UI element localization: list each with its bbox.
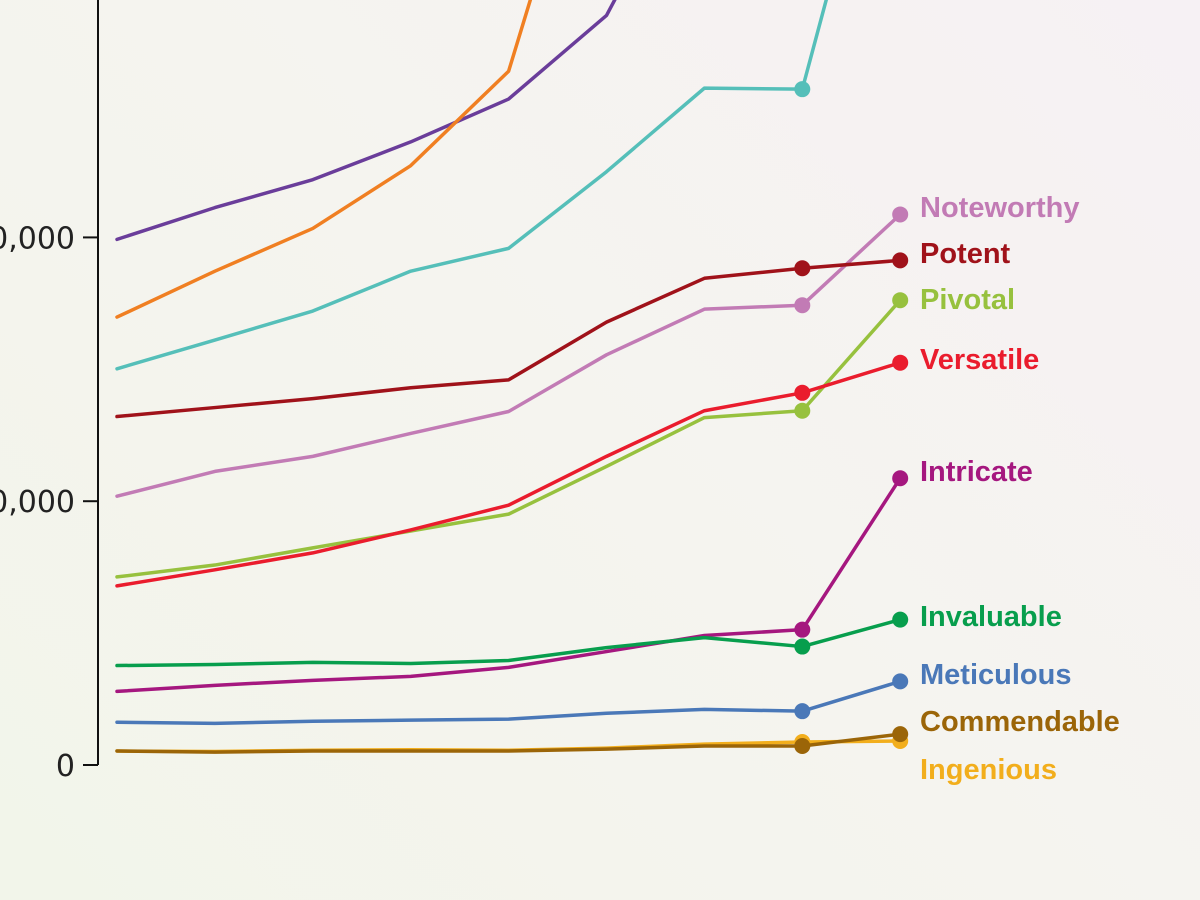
y-tick-label: 20,000 xyxy=(0,221,75,256)
series-label: Noteworthy xyxy=(920,192,1080,224)
series-line-invaluable xyxy=(115,617,902,668)
series-line-pivotal xyxy=(115,298,902,579)
series-label: Invaluable xyxy=(920,601,1062,633)
series-line-intricate xyxy=(115,476,902,694)
data-point-marker xyxy=(794,638,811,655)
series-label: Versatile xyxy=(920,344,1039,376)
series-line-commendable xyxy=(115,732,902,754)
series-line-noteworthy xyxy=(115,212,902,498)
series-line-meticulous xyxy=(115,679,902,726)
data-point-marker xyxy=(892,354,909,371)
data-point-marker xyxy=(794,703,811,720)
series-line-potent xyxy=(115,258,902,419)
series-label: Ingenious xyxy=(920,754,1057,786)
series-line-unlabeled-0 xyxy=(115,0,617,242)
series-label: Meticulous xyxy=(920,659,1071,691)
data-point-marker xyxy=(794,384,811,401)
series-label: Potent xyxy=(920,238,1011,270)
series-label: Commendable xyxy=(920,706,1120,738)
data-point-marker xyxy=(892,611,909,628)
data-point-marker xyxy=(892,726,909,743)
y-tick-label: 0 xyxy=(56,749,75,784)
data-point-marker xyxy=(794,621,811,638)
data-point-marker xyxy=(794,738,811,755)
data-point-marker xyxy=(892,252,909,269)
data-point-marker xyxy=(892,206,909,223)
series-line-unlabeled-1 xyxy=(115,0,533,319)
y-tick-label: 10,000 xyxy=(0,485,75,520)
data-point-marker xyxy=(892,292,909,309)
data-point-marker xyxy=(794,402,811,419)
data-point-marker xyxy=(794,297,811,314)
series-line-versatile xyxy=(115,360,902,588)
series-line-unlabeled-2 xyxy=(115,0,829,371)
series-label: Pivotal xyxy=(920,284,1015,316)
data-point-marker xyxy=(892,673,909,690)
data-point-marker xyxy=(794,260,811,277)
series-label: Intricate xyxy=(920,456,1033,488)
data-point-marker xyxy=(892,470,909,487)
data-point-marker xyxy=(794,81,811,98)
